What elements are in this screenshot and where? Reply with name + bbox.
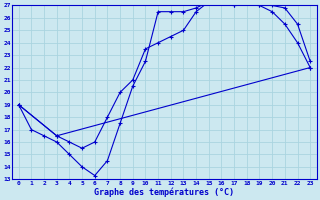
X-axis label: Graphe des températures (°C): Graphe des températures (°C) bbox=[94, 187, 235, 197]
